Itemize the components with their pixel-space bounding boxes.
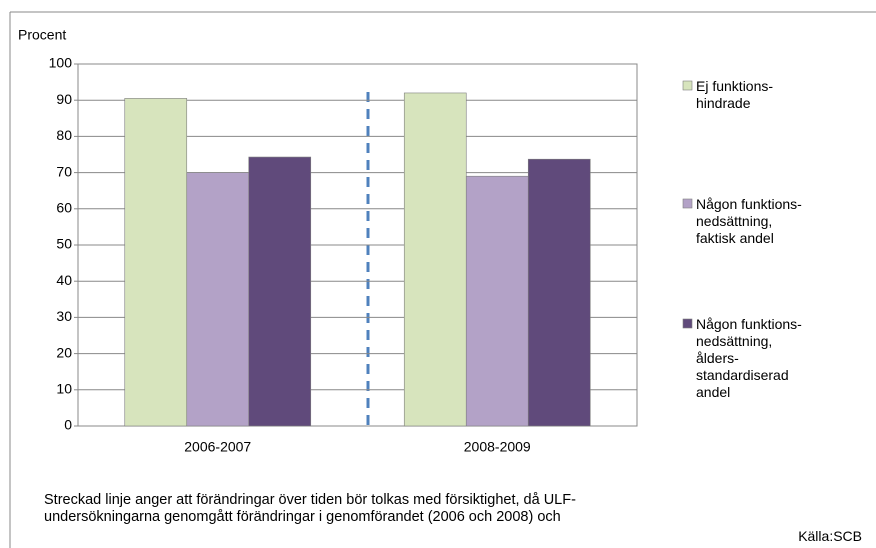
legend-label: Ej funktions- hindrade [696, 78, 774, 111]
legend-swatch [682, 318, 693, 329]
y-tick-label: 50 [56, 236, 72, 252]
y-tick-label: 100 [49, 55, 73, 71]
bar [465, 175, 529, 427]
bar [124, 98, 188, 427]
legend-swatch [682, 198, 693, 209]
legend-swatch [682, 80, 693, 91]
legend-label: Någon funktions- nedsättning, ålders- st… [696, 316, 802, 400]
y-tick-label: 10 [56, 381, 72, 397]
bar [527, 158, 591, 427]
legend-label: Någon funktions- nedsättning, faktisk an… [696, 196, 802, 246]
note: Streckad linje anger att förändringar öv… [44, 492, 576, 525]
y-tick-label: 90 [56, 91, 72, 107]
y-tick-label: 70 [56, 163, 72, 179]
x-tick-label: 2008-2009 [464, 439, 531, 455]
x-tick-label: 2006-2007 [184, 439, 251, 455]
y-tick-label: 0 [64, 417, 72, 433]
source: Källa:SCB [798, 528, 862, 544]
bar [186, 172, 250, 427]
y-tick-label: 60 [56, 200, 72, 216]
y-axis-label: Procent [18, 27, 66, 43]
bar [248, 156, 312, 427]
y-tick-label: 40 [56, 272, 72, 288]
y-tick-label: 20 [56, 344, 72, 360]
bar [403, 92, 467, 427]
y-tick-label: 80 [56, 127, 72, 143]
y-tick-label: 30 [56, 308, 72, 324]
